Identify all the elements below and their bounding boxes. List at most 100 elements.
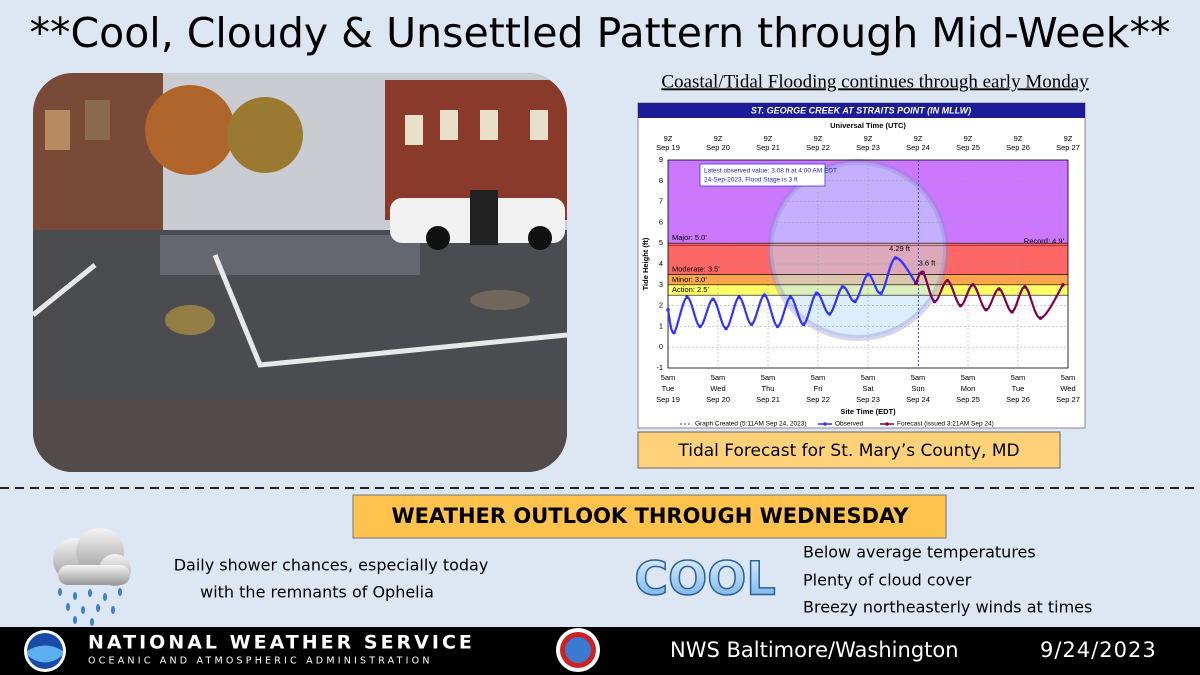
y-tick-label: 0 — [659, 342, 663, 351]
y-axis-label: Tide Height (ft) — [641, 237, 650, 290]
outlook-bullet: Breezy northeasterly winds at times — [803, 598, 1092, 617]
x-tick-day: Wed — [1060, 384, 1075, 393]
x-tick-day: Sat — [862, 384, 874, 393]
x-tick-date: Sep 22 — [806, 395, 830, 404]
x-tick-time: 5am — [961, 373, 976, 382]
flood-stage-label: Minor: 3.0' — [672, 275, 707, 284]
x-axis-label: Site Time (EDT) — [840, 407, 896, 416]
top-tick-time: 9Z — [664, 134, 673, 143]
series-point — [971, 283, 975, 287]
series-point — [921, 270, 925, 275]
top-tick-date: Sep 19 — [656, 143, 680, 152]
outlook-bullet: Below average temperatures — [803, 543, 1036, 562]
legend-label: Forecast (issued 3:21AM Sep 24) — [897, 421, 994, 428]
top-tick-time: 9Z — [914, 134, 923, 143]
series-point — [893, 256, 898, 260]
x-tick-day: Wed — [710, 384, 725, 393]
series-point — [775, 324, 780, 329]
latest-observed-text: 24-Sep-2023. Flood Stage is 3 ft — [704, 177, 798, 184]
footer-bar — [0, 627, 1200, 675]
tide-chart: ST. GEORGE CREEK AT STRAITS POINT (IN ML… — [637, 102, 1086, 429]
y-tick-label: 8 — [659, 176, 663, 185]
shower-text: Daily shower chances, especially today — [174, 556, 489, 575]
series-point — [1010, 310, 1014, 314]
series-point — [801, 322, 806, 327]
y-tick-label: 7 — [659, 197, 663, 206]
y-tick-label: -1 — [656, 363, 663, 372]
x-tick-time: 5am — [711, 373, 726, 382]
flood-stage-label: Action: 2.5' — [672, 285, 709, 294]
x-tick-time: 5am — [761, 373, 776, 382]
x-tick-day: Sun — [911, 384, 924, 393]
series-point — [1023, 285, 1027, 289]
flood-stage-label: Major: 5.0' — [672, 233, 707, 242]
top-tick-date: Sep 25 — [956, 143, 980, 152]
legend-dot — [885, 422, 889, 426]
flood-stage-label: Moderate: 3.5' — [672, 264, 720, 273]
footer-date: 9/24/2023 — [1040, 638, 1157, 662]
footer-office: NWS Baltimore/Washington — [670, 638, 959, 662]
watermark — [767, 159, 949, 341]
series-point — [840, 285, 845, 289]
x-tick-day: Tue — [1012, 384, 1025, 393]
x-tick-date: Sep 27 — [1056, 395, 1080, 404]
top-tick-time: 9Z — [1064, 134, 1073, 143]
series-point — [666, 307, 670, 312]
series-point — [749, 322, 754, 327]
y-tick-label: 9 — [659, 155, 663, 164]
chart-title-bar — [638, 103, 1085, 118]
series-point — [997, 287, 1001, 291]
x-tick-day: Mon — [961, 384, 976, 393]
series-point — [866, 272, 870, 277]
series-point — [1061, 283, 1065, 287]
top-tick-time: 9Z — [1014, 134, 1023, 143]
x-tick-date: Sep 19 — [656, 395, 680, 404]
shower-text: with the remnants of Ophelia — [200, 583, 434, 602]
cool-word: COOL — [634, 552, 775, 606]
photo — [33, 73, 567, 472]
footer-agency: NATIONAL WEATHER SERVICE — [88, 632, 475, 654]
top-tick-date: Sep 24 — [906, 143, 930, 152]
series-point — [827, 312, 832, 316]
y-tick-label: 6 — [659, 217, 663, 226]
series-point — [698, 324, 702, 329]
rain-cloud-icon — [53, 528, 131, 626]
series-point — [853, 299, 857, 304]
series-point — [984, 307, 988, 312]
legend-label: Observed — [835, 421, 864, 428]
series-point — [724, 326, 728, 331]
latest-observed-text: Latest observed value: 3.08 ft at 4:00 A… — [704, 168, 837, 175]
latest-observed-box — [699, 163, 826, 187]
top-tick-date: Sep 21 — [756, 143, 780, 152]
series-point — [914, 281, 918, 285]
top-tick-date: Sep 22 — [806, 143, 830, 152]
y-tick-label: 5 — [659, 238, 663, 247]
series-point — [762, 293, 767, 298]
outlook-bullet: Plenty of cloud cover — [803, 571, 972, 590]
outlook-box — [352, 494, 947, 539]
x-tick-day: Thu — [762, 384, 775, 393]
top-tick-date: Sep 26 — [1006, 143, 1030, 152]
x-tick-date: Sep 21 — [756, 395, 780, 404]
caption-box — [637, 431, 1061, 469]
top-axis-label: Universal Time (UTC) — [830, 121, 906, 130]
x-tick-date: Sep 26 — [1006, 395, 1030, 404]
series-point — [1038, 316, 1043, 320]
top-tick-date: Sep 27 — [1056, 143, 1080, 152]
y-tick-label: 1 — [659, 321, 663, 330]
peak-annotation: 4.29 ft — [889, 244, 911, 253]
chart-title: ST. GEORGE CREEK AT STRAITS POINT (IN ML… — [751, 105, 971, 115]
x-tick-day: Tue — [662, 384, 675, 393]
x-tick-date: Sep 25 — [956, 395, 980, 404]
top-tick-date: Sep 20 — [706, 143, 730, 152]
series-point — [879, 291, 883, 295]
top-tick-time: 9Z — [764, 134, 773, 143]
top-tick-time: 9Z — [964, 134, 973, 143]
top-tick-date: Sep 23 — [856, 143, 880, 152]
outlook-heading: WEATHER OUTLOOK THROUGH WEDNESDAY — [392, 504, 910, 528]
x-tick-time: 5am — [661, 373, 676, 382]
x-tick-time: 5am — [911, 373, 926, 382]
watermark — [770, 162, 946, 338]
legend-label: Graph Created (5:11AM Sep 24, 2023) — [695, 421, 807, 428]
